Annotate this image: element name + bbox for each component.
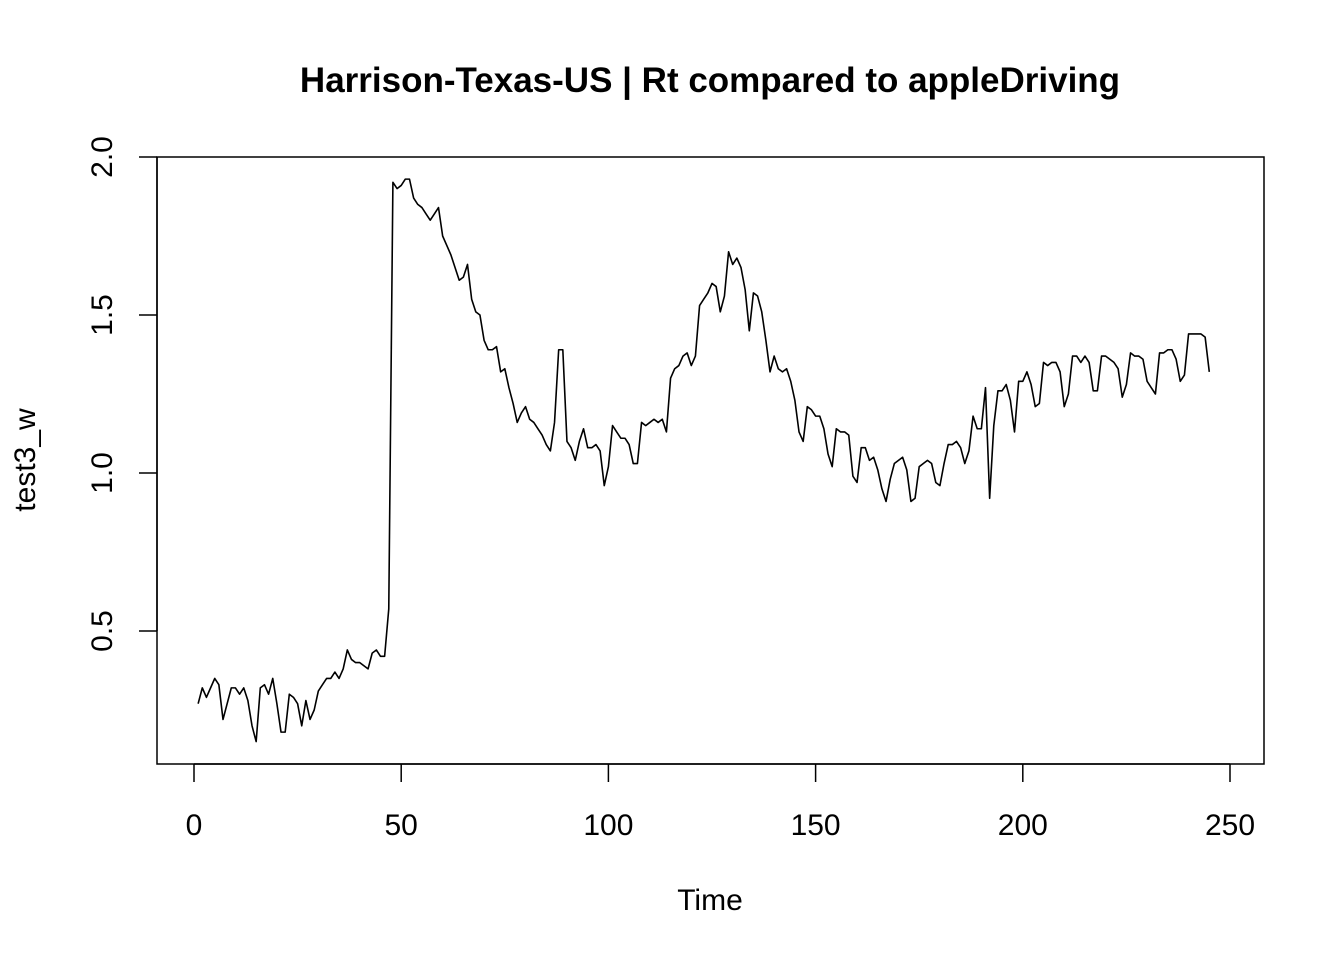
- chart-title: Harrison-Texas-US | Rt compared to apple…: [300, 61, 1120, 100]
- y-tick-label: 1.5: [86, 294, 119, 336]
- x-axis: 0 50 100 150 200 250: [186, 763, 1255, 842]
- y-tick-label: 2.0: [86, 136, 119, 178]
- series-line: [197, 178, 1211, 743]
- plot-frame: [156, 156, 1265, 765]
- x-tick-label: 250: [1205, 809, 1255, 842]
- x-axis-label: Time: [677, 884, 743, 917]
- y-axis: 0.5 1.0 1.5 2.0: [86, 136, 158, 652]
- series-group: [197, 178, 1211, 743]
- x-tick-label: 100: [583, 809, 633, 842]
- y-tick-label: 0.5: [86, 610, 119, 652]
- y-axis-label: test3_w: [9, 408, 42, 512]
- x-tick-label: 150: [791, 809, 841, 842]
- x-tick-label: 0: [186, 809, 203, 842]
- x-tick-label: 200: [998, 809, 1048, 842]
- y-tick-label: 1.0: [86, 452, 119, 494]
- x-tick-label: 50: [385, 809, 418, 842]
